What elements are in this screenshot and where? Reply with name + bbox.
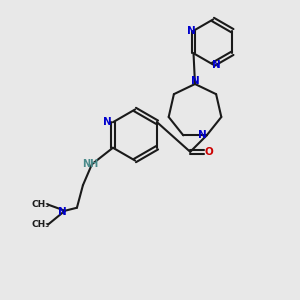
Text: N: N: [198, 130, 207, 140]
Text: N: N: [190, 76, 200, 86]
Text: CH₃: CH₃: [32, 200, 50, 209]
Text: N: N: [103, 117, 112, 127]
Text: N: N: [58, 207, 66, 217]
Text: O: O: [205, 147, 214, 157]
Text: N: N: [212, 59, 220, 70]
Text: NH: NH: [82, 159, 98, 169]
Text: CH₃: CH₃: [32, 220, 50, 229]
Text: N: N: [187, 26, 196, 36]
